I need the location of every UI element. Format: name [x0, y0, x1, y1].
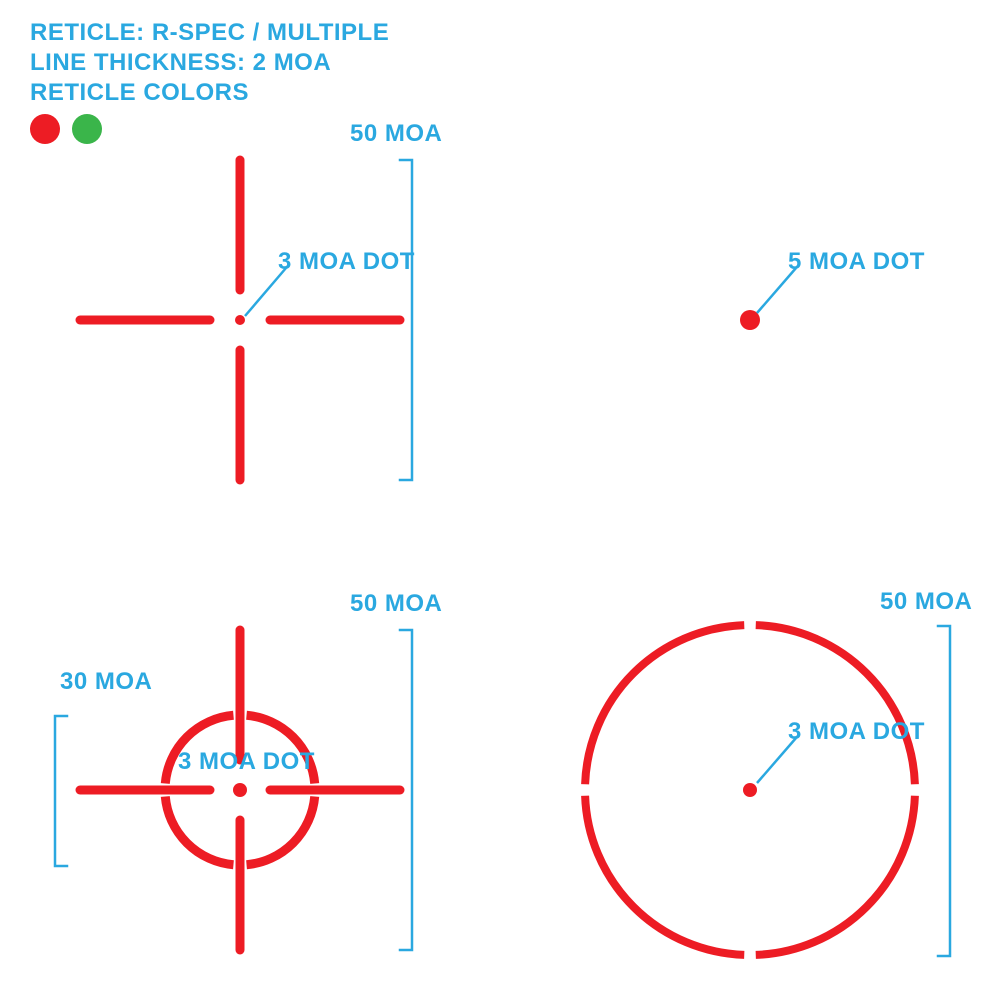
- crosshair-dot-label: 3 MOA DOT: [278, 248, 415, 276]
- bigcircle-span-label: 50 MOA: [880, 588, 972, 616]
- circlecross-span-label: 50 MOA: [350, 590, 442, 618]
- dot5-label: 5 MOA DOT: [788, 248, 925, 276]
- crosshair-span-label: 50 MOA: [350, 120, 442, 148]
- reticle-svg: [0, 0, 1000, 1000]
- diagram-canvas: RETICLE: R-SPEC / MULTIPLE LINE THICKNES…: [0, 0, 1000, 1000]
- bigcircle-dot-label: 3 MOA DOT: [788, 718, 925, 746]
- circlecross-inner-label: 30 MOA: [60, 668, 152, 696]
- circlecross-dot-label: 3 MOA DOT: [178, 748, 315, 776]
